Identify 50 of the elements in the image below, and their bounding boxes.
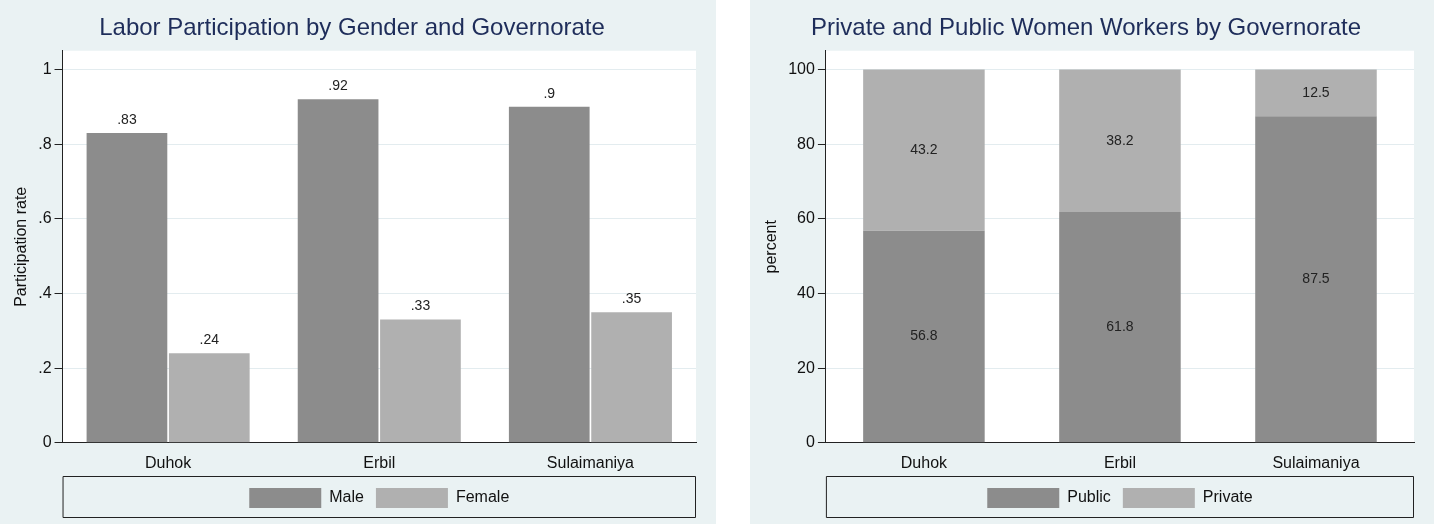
data-label: 38.2	[1106, 131, 1134, 148]
data-label: 12.5	[1302, 83, 1330, 100]
legend-label: Public	[1067, 488, 1111, 506]
bar	[380, 319, 461, 443]
bar	[863, 230, 985, 443]
data-label: .83	[117, 110, 137, 127]
bar	[863, 69, 985, 231]
bar	[86, 132, 168, 443]
y-tick-label: 80	[797, 134, 815, 152]
chart-title: Private and Public Women Workers by Governorate	[810, 13, 1362, 41]
data-label: .24	[199, 331, 220, 348]
y-tick-label: .6	[38, 209, 52, 227]
bar	[508, 106, 590, 443]
x-tick-label: Duhok	[900, 453, 949, 471]
data-label: .33	[410, 297, 431, 314]
data-label: 43.2	[910, 140, 938, 157]
data-label: 56.8	[910, 327, 938, 344]
x-tick-label: Duhok	[144, 453, 193, 471]
y-tick-label: 60	[797, 209, 815, 227]
y-tick-label: 20	[797, 358, 815, 376]
y-tick-label: 0	[805, 433, 815, 451]
y-tick-label: 0	[42, 433, 52, 451]
legend-label: Male	[329, 488, 365, 506]
y-axis-title: Participation rate	[12, 186, 30, 307]
data-label: .35	[621, 289, 642, 306]
x-tick-label: Sulaimaniya	[1272, 453, 1360, 471]
bar	[168, 353, 250, 443]
y-tick-label: 1	[42, 59, 52, 77]
data-label: .92	[328, 77, 349, 94]
bar	[591, 312, 672, 443]
y-axis-title: percent	[762, 219, 780, 274]
data-label: 61.8	[1106, 318, 1134, 335]
bar	[1059, 69, 1181, 213]
y-tick-label: .4	[38, 283, 52, 301]
data-label: 87.5	[1302, 270, 1330, 287]
y-tick-label: .2	[38, 358, 52, 376]
bar	[1059, 212, 1181, 443]
bar	[1255, 69, 1377, 117]
legend-label: Private	[1202, 488, 1253, 506]
data-label: .9	[543, 84, 556, 101]
x-tick-label: Sulaimaniya	[546, 453, 635, 471]
y-tick-label: .8	[38, 134, 52, 152]
x-tick-label: Erbil	[363, 453, 396, 471]
chart-title: Labor Participation by Gender and Governorate	[99, 13, 605, 41]
bar	[1255, 116, 1377, 443]
y-tick-label: 40	[797, 283, 815, 301]
x-tick-label: Erbil	[1103, 453, 1136, 471]
bar	[297, 99, 379, 443]
legend-label: Female	[455, 488, 510, 506]
y-tick-label: 100	[788, 59, 815, 77]
